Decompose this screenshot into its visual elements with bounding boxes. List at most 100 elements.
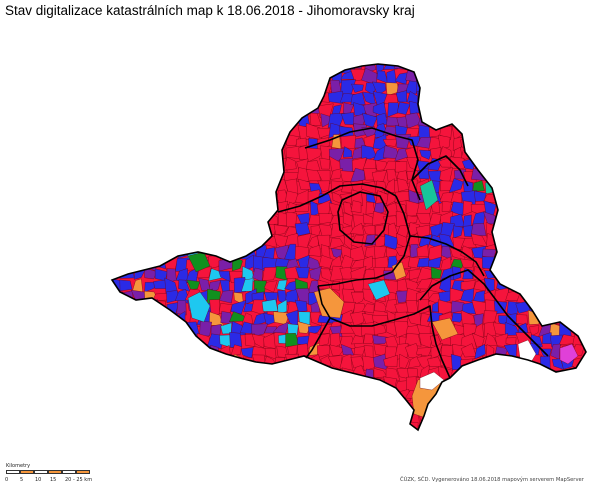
cadastral-area xyxy=(440,267,455,281)
cadastral-area xyxy=(505,356,519,371)
cadastral-area xyxy=(112,167,114,181)
cadastral-area xyxy=(537,68,553,82)
cadastral-area xyxy=(143,422,155,430)
cadastral-area xyxy=(101,236,111,250)
cadastral-area xyxy=(295,137,307,148)
cadastral-area xyxy=(273,91,290,108)
cadastral-area xyxy=(515,64,530,72)
cadastral-area xyxy=(200,89,213,106)
cadastral-area xyxy=(186,368,200,382)
cadastral-area xyxy=(373,399,388,413)
cadastral-area xyxy=(153,421,166,430)
cadastral-area xyxy=(297,82,311,95)
cadastral-area xyxy=(537,178,553,195)
cadastral-area xyxy=(232,211,246,226)
cadastral-area xyxy=(332,409,344,424)
cadastral-area xyxy=(130,365,148,378)
cadastral-area xyxy=(539,236,553,248)
cadastral-area xyxy=(526,157,540,169)
cadastral-area xyxy=(427,68,443,85)
cadastral-area xyxy=(362,303,375,314)
cadastral-area xyxy=(427,83,445,96)
cadastral-area xyxy=(120,299,135,312)
cadastral-area xyxy=(219,376,231,392)
cadastral-area xyxy=(228,368,245,378)
cadastral-area xyxy=(207,69,223,85)
cadastral-area xyxy=(151,145,169,159)
cadastral-area xyxy=(252,135,269,148)
cadastral-area xyxy=(133,156,147,172)
cadastral-area xyxy=(519,278,529,289)
cadastral-area xyxy=(112,134,114,151)
cadastral-area xyxy=(561,204,576,216)
cadastral-area xyxy=(262,266,279,281)
cadastral-area xyxy=(112,211,124,224)
cadastral-area xyxy=(362,355,375,371)
cadastral-area xyxy=(550,397,565,413)
cadastral-area xyxy=(98,411,110,425)
cadastral-area xyxy=(112,178,121,196)
cadastral-area xyxy=(112,235,124,249)
cadastral-area xyxy=(112,144,125,158)
cadastral-area xyxy=(141,179,156,192)
cadastral-area xyxy=(199,115,212,127)
cadastral-area xyxy=(583,177,586,193)
cadastral-area xyxy=(551,300,565,315)
cadastral-area xyxy=(593,137,600,147)
cadastral-area xyxy=(558,64,576,72)
cadastral-area xyxy=(165,100,180,115)
cadastral-area xyxy=(560,232,576,250)
cadastral-area xyxy=(404,333,422,347)
cadastral-area xyxy=(483,90,497,107)
cadastral-area xyxy=(197,343,209,360)
cadastral-area xyxy=(141,322,158,337)
cadastral-area xyxy=(287,344,298,355)
cadastral-area xyxy=(177,169,191,183)
cadastral-area xyxy=(595,333,600,348)
cadastral-area xyxy=(548,178,564,194)
cadastral-area xyxy=(152,112,169,129)
cadastral-area xyxy=(140,104,156,116)
cadastral-area xyxy=(352,375,367,389)
cadastral-area xyxy=(175,411,191,426)
cadastral-area xyxy=(361,409,378,426)
cadastral-area xyxy=(561,267,576,281)
cadastral-area xyxy=(385,367,401,381)
cadastral-area xyxy=(210,127,223,139)
cadastral-area xyxy=(199,421,209,430)
cadastral-area xyxy=(384,411,398,424)
cadastral-area xyxy=(439,71,455,85)
cadastral-area xyxy=(542,189,555,206)
cadastral-area xyxy=(429,421,444,430)
cadastral-area xyxy=(475,422,487,430)
cadastral-area xyxy=(308,325,323,335)
cadastral-area xyxy=(273,370,291,380)
cadastral-area xyxy=(550,244,563,260)
cadastral-area xyxy=(174,387,190,400)
cadastral-area xyxy=(219,290,234,304)
cadastral-area xyxy=(597,389,600,401)
cadastral-area xyxy=(130,64,147,71)
cadastral-area xyxy=(492,258,510,267)
cadastral-area xyxy=(340,387,355,404)
cadastral-area xyxy=(299,410,309,426)
cadastral-area xyxy=(252,79,264,96)
cadastral-area xyxy=(112,376,125,393)
cadastral-area xyxy=(551,376,563,393)
cadastral-area xyxy=(297,64,313,74)
cadastral-area xyxy=(530,366,542,382)
cadastral-area xyxy=(549,114,564,126)
cadastral-area xyxy=(129,310,146,327)
cadastral-area xyxy=(596,248,600,261)
cadastral-area xyxy=(250,157,265,170)
cadastral-area xyxy=(593,289,600,301)
cadastral-area xyxy=(482,155,500,172)
cadastral-area xyxy=(462,200,473,216)
cadastral-area xyxy=(132,432,145,447)
cadastral-area xyxy=(328,90,343,104)
cadastral-area xyxy=(452,237,466,250)
cadastral-area xyxy=(185,190,200,205)
cadastral-area xyxy=(112,309,124,326)
cadastral-area xyxy=(330,168,343,180)
